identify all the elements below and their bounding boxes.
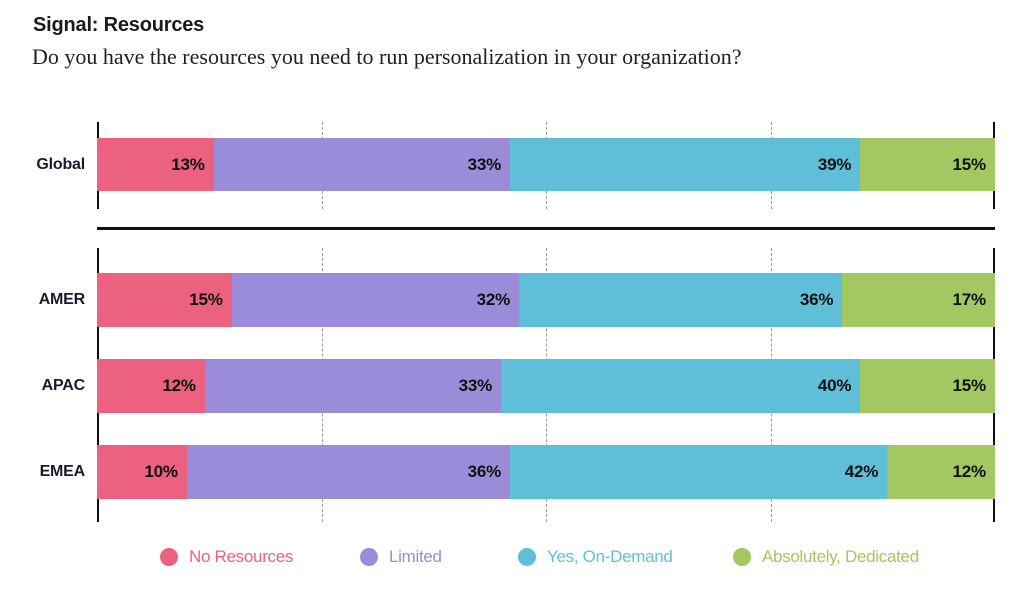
row-label-apac: APAC xyxy=(41,377,86,394)
row-label-global: Global xyxy=(36,156,85,173)
legend-label-no-resources: No Resources xyxy=(189,547,294,566)
section-divider xyxy=(97,227,995,230)
page-title: Signal: Resources xyxy=(33,14,205,36)
bar-segment-apac-absolutely-dedicated: 15% xyxy=(860,359,995,413)
survey-question: Do you have the resources you need to ru… xyxy=(32,44,742,69)
bar-segment-emea-no-resources: 10% xyxy=(97,445,187,499)
legend-item-limited: Limited xyxy=(360,547,442,567)
bar-segment-amer-no-resources: 15% xyxy=(97,273,232,327)
chart-legend: No Resources Limited Yes, On-Demand Absolut… xyxy=(0,547,1024,571)
data-label: 12% xyxy=(162,376,196,395)
row-label-emea: EMEA xyxy=(39,463,86,480)
bar-segment-global-yes-on-demand: 39% xyxy=(510,138,861,191)
legend-dot-absolutely-dedicated xyxy=(733,548,751,566)
data-label: 42% xyxy=(844,462,879,481)
legend-label-absolutely-dedicated: Absolutely, Dedicated xyxy=(762,547,919,566)
bar-segment-apac-no-resources: 12% xyxy=(97,359,205,413)
bar-segment-amer-yes-on-demand: 36% xyxy=(519,273,843,327)
data-label: 15% xyxy=(952,376,987,395)
data-label: 10% xyxy=(144,462,178,481)
legend-label-limited: Limited xyxy=(389,547,442,566)
legend-dot-yes-on-demand xyxy=(518,548,536,566)
legend-item-no-resources: No Resources xyxy=(160,547,293,567)
data-label: 13% xyxy=(171,154,205,174)
legend-item-yes-on-demand: Yes, On-Demand xyxy=(518,547,673,567)
legend-dot-limited xyxy=(360,548,378,566)
data-label: 40% xyxy=(817,376,852,395)
bar-global: 13% 33% 39% 15% xyxy=(97,138,995,191)
bar-amer: 15% 32% 36% 17% xyxy=(97,273,995,327)
bar-segment-global-limited: 33% xyxy=(213,138,511,191)
data-label: 33% xyxy=(458,376,493,395)
bar-emea: 10% 36% 42% 12% xyxy=(97,445,995,499)
bar-apac: 12% 33% 40% 15% xyxy=(97,359,995,413)
chart-section-global: Global 13% 33% 39% 15% xyxy=(0,122,1024,209)
bar-segment-global-no-resources: 13% xyxy=(97,138,214,191)
bar-segment-emea-limited: 36% xyxy=(186,445,511,499)
legend-item-absolutely-dedicated: Absolutely, Dedicated xyxy=(733,547,919,567)
bar-segment-apac-limited: 33% xyxy=(204,359,502,413)
data-label: 39% xyxy=(817,154,852,174)
bar-segment-amer-absolutely-dedicated: 17% xyxy=(842,273,995,327)
data-label: 32% xyxy=(476,290,511,309)
data-label: 33% xyxy=(467,154,502,174)
row-label-amer: AMER xyxy=(38,291,86,308)
bar-segment-global-absolutely-dedicated: 15% xyxy=(860,138,995,191)
data-label: 15% xyxy=(952,154,987,174)
bar-segment-amer-limited: 32% xyxy=(231,273,520,327)
data-label: 36% xyxy=(467,462,502,481)
data-label: 12% xyxy=(952,462,987,481)
bar-segment-emea-yes-on-demand: 42% xyxy=(510,445,888,499)
bar-segment-emea-absolutely-dedicated: 12% xyxy=(887,445,995,499)
data-label: 15% xyxy=(189,290,223,309)
data-label: 17% xyxy=(952,290,987,309)
legend-dot-no-resources xyxy=(160,548,178,566)
chart-section-regions: AMER 15% 32% 36% 17% APAC 12% 33% 40% 15% EMEA 10% 3… xyxy=(0,248,1024,522)
bar-segment-apac-yes-on-demand: 40% xyxy=(501,359,861,413)
legend-label-yes-on-demand: Yes, On-Demand xyxy=(547,547,673,566)
data-label: 36% xyxy=(799,290,834,309)
